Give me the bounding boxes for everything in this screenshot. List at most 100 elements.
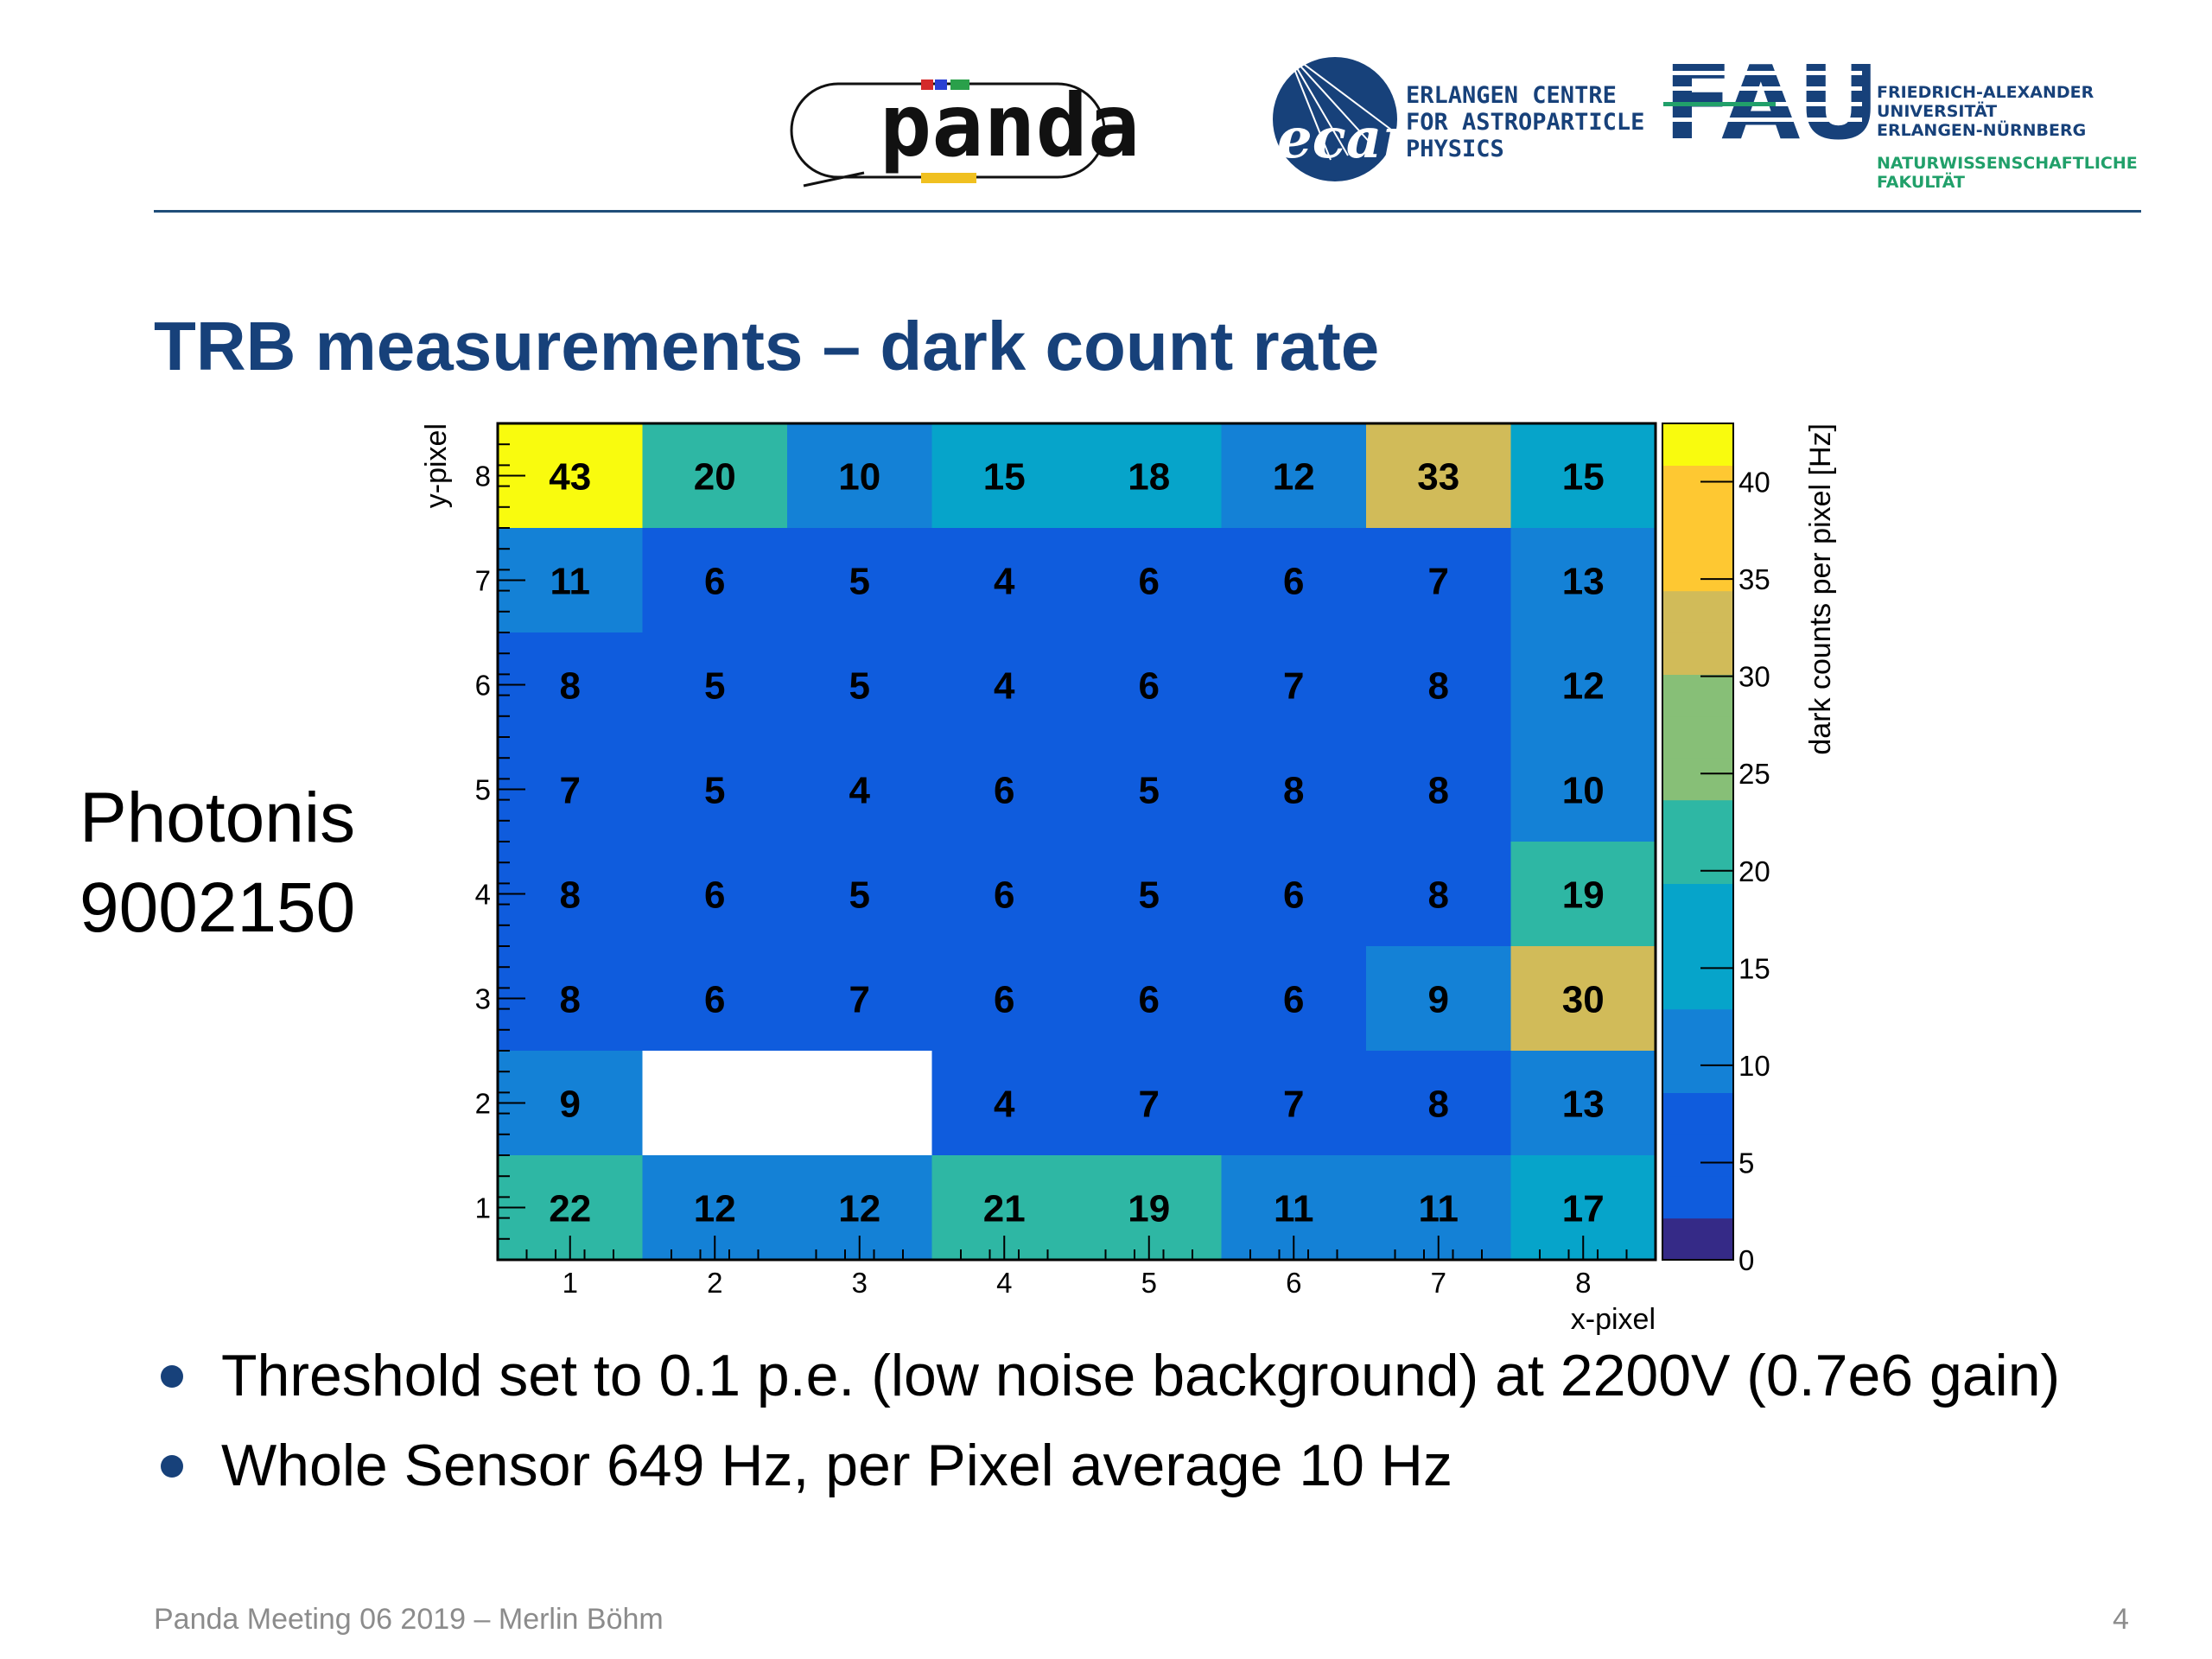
heatmap-cell <box>642 737 788 842</box>
colorbar-segment <box>1662 1051 1733 1093</box>
heatmap-cell <box>1077 528 1222 633</box>
cell-value-label: 6 <box>704 979 725 1021</box>
heatmap-cell <box>642 946 788 1052</box>
cell-value-label: 5 <box>1139 874 1160 917</box>
colorbar-segment <box>1662 1134 1733 1177</box>
cell-value-label: 8 <box>1283 770 1304 812</box>
cell-value-label: 6 <box>1283 874 1304 917</box>
heatmap-cell <box>1510 737 1656 842</box>
colorbar-segment <box>1662 590 1733 633</box>
heatmap-cell-empty <box>787 1051 932 1156</box>
cell-value-label: 12 <box>694 1188 736 1230</box>
cell-value-label: 6 <box>704 874 725 917</box>
heatmap-cell <box>1510 946 1656 1052</box>
cell-value-label: 10 <box>838 456 880 499</box>
heatmap-cell <box>642 842 788 947</box>
heatmap-cell <box>1077 632 1222 738</box>
colorbar-segment <box>1662 842 1733 884</box>
y-tick-label: 7 <box>475 565 491 597</box>
cell-value-label: 6 <box>994 874 1014 917</box>
cell-value-label: 43 <box>549 456 591 499</box>
heatmap-cell <box>787 632 932 738</box>
cell-value-label: 11 <box>550 561 590 603</box>
cell-value-label: 6 <box>994 979 1014 1021</box>
colorbar-title: dark counts per pixel [Hz] <box>1804 423 1837 755</box>
cell-value-label: 5 <box>849 665 870 708</box>
cell-value-label: 4 <box>994 561 1015 603</box>
logo-graphics: panda ecap FAU <box>790 43 1880 188</box>
heatmap-cell <box>1221 842 1367 947</box>
heatmap-value-labels: 43 20 10 15 18 12 33 15 11 6 5 4 6 6 7 13 8 5 5 4 6 7 8 12 7 5 4 6 5… <box>549 456 1604 1230</box>
header-divider <box>154 210 2141 213</box>
heatmap-cell <box>1366 528 1511 633</box>
cell-value-label: 22 <box>549 1188 591 1230</box>
heatmap-cell <box>1366 737 1511 842</box>
colorbar-segment <box>1662 465 1733 508</box>
cell-value-label: 15 <box>1562 456 1605 499</box>
slide-title: TRB measurements – dark count rate <box>154 308 1380 385</box>
heatmap-cell <box>1510 842 1656 947</box>
fau-logo: FAU <box>1663 43 1880 162</box>
heatmap-cell <box>931 737 1077 842</box>
colorbar-tick-label: 40 <box>1738 467 1770 499</box>
cell-value-label: 8 <box>1428 874 1449 917</box>
cell-value-label: 20 <box>694 456 736 499</box>
bullet-text: Threshold set to 0.1 p.e. (low noise bac… <box>221 1343 2061 1408</box>
heatmap-cell <box>787 737 932 842</box>
color-scale-bar: 0 5 10 15 20 25 30 35 40 <box>1662 423 1770 1276</box>
cell-value-label: 7 <box>1283 1084 1304 1126</box>
cell-value-label: 6 <box>704 561 725 603</box>
cell-value-label: 4 <box>994 665 1015 708</box>
heatmap-cell <box>642 423 788 529</box>
y-axis: 8 7 6 5 4 3 2 1 <box>475 423 525 1261</box>
colorbar-segment <box>1662 967 1733 1010</box>
panda-logo: panda <box>790 75 1140 188</box>
bullet-item: Whole Sensor 649 Hz, per Pixel average 1… <box>154 1421 2060 1510</box>
colorbar-tick-label: 35 <box>1738 563 1770 595</box>
y-axis-title: y-pixel <box>420 423 453 508</box>
heatmap-cells <box>498 423 1656 1261</box>
y-tick-label: 6 <box>475 670 491 702</box>
heatmap-cell <box>1221 1051 1367 1156</box>
x-tick-label: 4 <box>996 1267 1012 1299</box>
bullet-item: Threshold set to 0.1 p.e. (low noise bac… <box>154 1331 2060 1421</box>
cell-value-label: 12 <box>1562 665 1605 708</box>
bullet-dot-icon <box>161 1455 183 1478</box>
heatmap-cell <box>931 423 1077 529</box>
heatmap-cell <box>1510 423 1656 529</box>
heatmap-cell <box>931 632 1077 738</box>
cell-value-label: 8 <box>560 665 581 708</box>
fau-faculty: NATURWISSENSCHAFTLICHE FAKULTÄT <box>1877 154 2138 192</box>
colorbar-segment <box>1662 1008 1733 1052</box>
cell-value-label: 6 <box>1283 561 1304 603</box>
y-tick-label: 1 <box>475 1192 491 1224</box>
fau-faculty-line: NATURWISSENSCHAFTLICHE <box>1877 154 2138 173</box>
cell-value-label: 5 <box>849 561 870 603</box>
colorbar-tick-label: 5 <box>1738 1147 1754 1179</box>
cell-value-label: 17 <box>1562 1188 1605 1230</box>
bullet-text: Whole Sensor 649 Hz, per Pixel average 1… <box>221 1433 1452 1498</box>
heatmap-cell <box>1366 632 1511 738</box>
bullet-list: Threshold set to 0.1 p.e. (low noise bac… <box>154 1331 2060 1510</box>
y-tick-label: 5 <box>475 774 491 806</box>
heatmap-cell <box>1366 423 1511 529</box>
x-axis: 1 2 3 4 5 6 7 8 <box>525 1236 1628 1299</box>
header-logos: panda ecap FAU ERLANGEN CENTRE FOR ASTRO… <box>0 0 2212 216</box>
bullet-dot-icon <box>161 1365 183 1388</box>
heatmap-cell <box>787 528 932 633</box>
cell-value-label: 4 <box>849 770 871 812</box>
cell-value-label: 6 <box>1283 979 1304 1021</box>
page-number: 4 <box>2113 1603 2129 1636</box>
heatmap-cell <box>1366 946 1511 1052</box>
colorbar-segment <box>1662 758 1733 801</box>
heatmap-cell <box>1221 528 1367 633</box>
heatmap-cell <box>1366 842 1511 947</box>
y-tick-label: 4 <box>475 879 491 911</box>
x-tick-label: 1 <box>563 1267 578 1299</box>
colorbar-segment <box>1662 715 1733 759</box>
cell-value-label: 12 <box>1273 456 1315 499</box>
sensor-label: Photonis 9002150 <box>79 773 355 953</box>
heatmap-cell <box>931 528 1077 633</box>
heatmap-cell <box>1221 423 1367 529</box>
